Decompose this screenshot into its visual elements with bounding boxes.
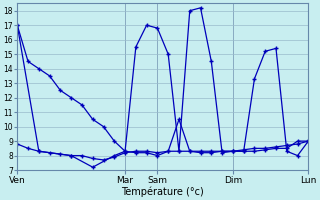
- X-axis label: Température (°c): Température (°c): [121, 186, 204, 197]
